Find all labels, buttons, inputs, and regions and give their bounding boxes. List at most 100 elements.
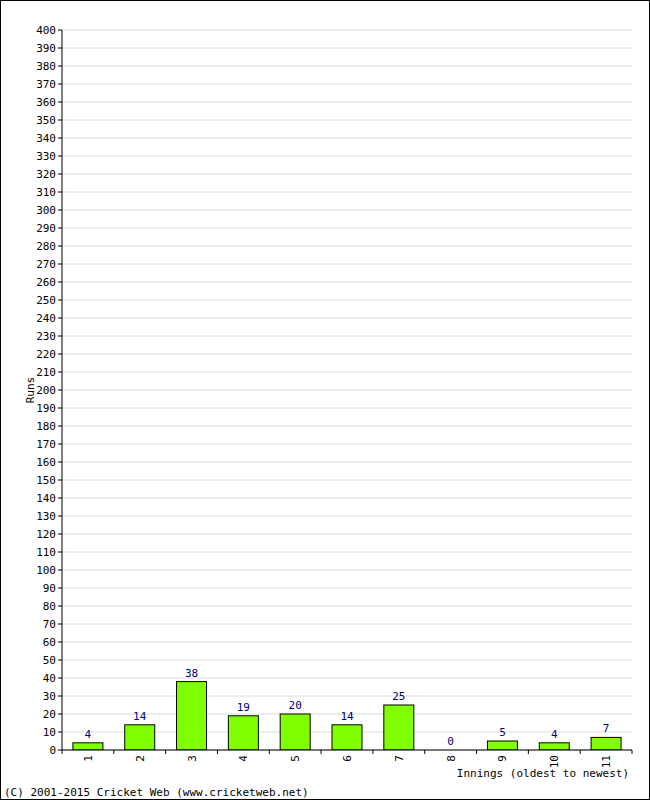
y-tick-label: 300	[36, 204, 56, 217]
y-tick-label: 30	[43, 690, 56, 703]
x-tick-label: 7	[393, 755, 406, 762]
bar	[487, 741, 517, 750]
grid-line	[62, 750, 632, 751]
y-tick	[58, 354, 62, 355]
data-label: 38	[185, 667, 198, 680]
x-tick	[528, 750, 529, 754]
y-tick-label: 180	[36, 420, 56, 433]
bar	[332, 725, 362, 750]
y-tick	[58, 642, 62, 643]
grid-line	[62, 48, 632, 49]
y-tick	[58, 732, 62, 733]
x-tick	[217, 750, 218, 754]
grid-line	[62, 246, 632, 247]
y-tick-label: 360	[36, 96, 56, 109]
y-tick	[58, 534, 62, 535]
grid-line	[62, 498, 632, 499]
grid-line	[62, 642, 632, 643]
x-tick	[632, 750, 633, 754]
x-tick-label: 5	[289, 755, 302, 762]
x-tick	[269, 750, 270, 754]
y-tick-label: 250	[36, 294, 56, 307]
grid-line	[62, 372, 632, 373]
y-tick	[58, 228, 62, 229]
y-tick-label: 0	[49, 744, 56, 757]
grid-line	[62, 120, 632, 121]
y-tick	[58, 714, 62, 715]
y-tick	[58, 120, 62, 121]
y-tick-label: 110	[36, 546, 56, 559]
y-tick-label: 170	[36, 438, 56, 451]
x-tick	[62, 750, 63, 754]
x-axis-label: Innings (oldest to newest)	[457, 767, 629, 780]
y-tick	[58, 570, 62, 571]
grid-line	[62, 228, 632, 229]
y-tick	[58, 192, 62, 193]
grid-line	[62, 516, 632, 517]
y-tick-label: 10	[43, 726, 56, 739]
y-axis-label: Runs	[24, 377, 37, 404]
y-tick-label: 270	[36, 258, 56, 271]
bar	[280, 714, 310, 750]
grid-line	[62, 300, 632, 301]
grid-line	[62, 84, 632, 85]
x-tick	[476, 750, 477, 754]
grid-line	[62, 66, 632, 67]
y-tick	[58, 462, 62, 463]
y-tick	[58, 246, 62, 247]
grid-line	[62, 174, 632, 175]
x-tick-label: 4	[237, 755, 250, 762]
bar	[73, 743, 103, 750]
y-tick	[58, 84, 62, 85]
y-tick	[58, 282, 62, 283]
y-tick-label: 330	[36, 150, 56, 163]
y-tick-label: 60	[43, 636, 56, 649]
data-label: 7	[603, 722, 610, 735]
y-tick-label: 400	[36, 24, 56, 37]
grid-line	[62, 660, 632, 661]
y-tick-label: 140	[36, 492, 56, 505]
y-tick-label: 340	[36, 132, 56, 145]
y-tick	[58, 480, 62, 481]
grid-line	[62, 408, 632, 409]
y-tick	[58, 696, 62, 697]
data-label: 20	[289, 699, 302, 712]
x-tick-label: 3	[186, 755, 199, 762]
x-tick	[580, 750, 581, 754]
y-tick	[58, 408, 62, 409]
y-tick	[58, 336, 62, 337]
grid-line	[62, 696, 632, 697]
grid-line	[62, 426, 632, 427]
data-label: 0	[447, 735, 454, 748]
y-tick-label: 280	[36, 240, 56, 253]
y-tick-label: 350	[36, 114, 56, 127]
data-label: 4	[551, 728, 558, 741]
bar	[177, 682, 207, 750]
x-tick-label: 8	[445, 755, 458, 762]
grid-line	[62, 570, 632, 571]
x-axis	[62, 750, 632, 751]
y-tick-label: 190	[36, 402, 56, 415]
data-label: 25	[392, 690, 405, 703]
y-tick-label: 70	[43, 618, 56, 631]
y-tick-label: 240	[36, 312, 56, 325]
y-tick-label: 80	[43, 600, 56, 613]
y-tick-label: 290	[36, 222, 56, 235]
y-tick-label: 130	[36, 510, 56, 523]
grid-line	[62, 210, 632, 211]
grid-line	[62, 336, 632, 337]
x-tick-label: 2	[134, 755, 147, 762]
y-tick	[58, 660, 62, 661]
x-tick-label: 9	[496, 755, 509, 762]
grid-line	[62, 534, 632, 535]
y-tick	[58, 624, 62, 625]
bar	[539, 743, 569, 750]
y-tick-label: 390	[36, 42, 56, 55]
y-tick	[58, 30, 62, 31]
x-tick-label: 1	[82, 755, 95, 762]
y-tick	[58, 588, 62, 589]
y-tick	[58, 264, 62, 265]
y-tick	[58, 678, 62, 679]
y-tick-label: 260	[36, 276, 56, 289]
y-tick-label: 220	[36, 348, 56, 361]
